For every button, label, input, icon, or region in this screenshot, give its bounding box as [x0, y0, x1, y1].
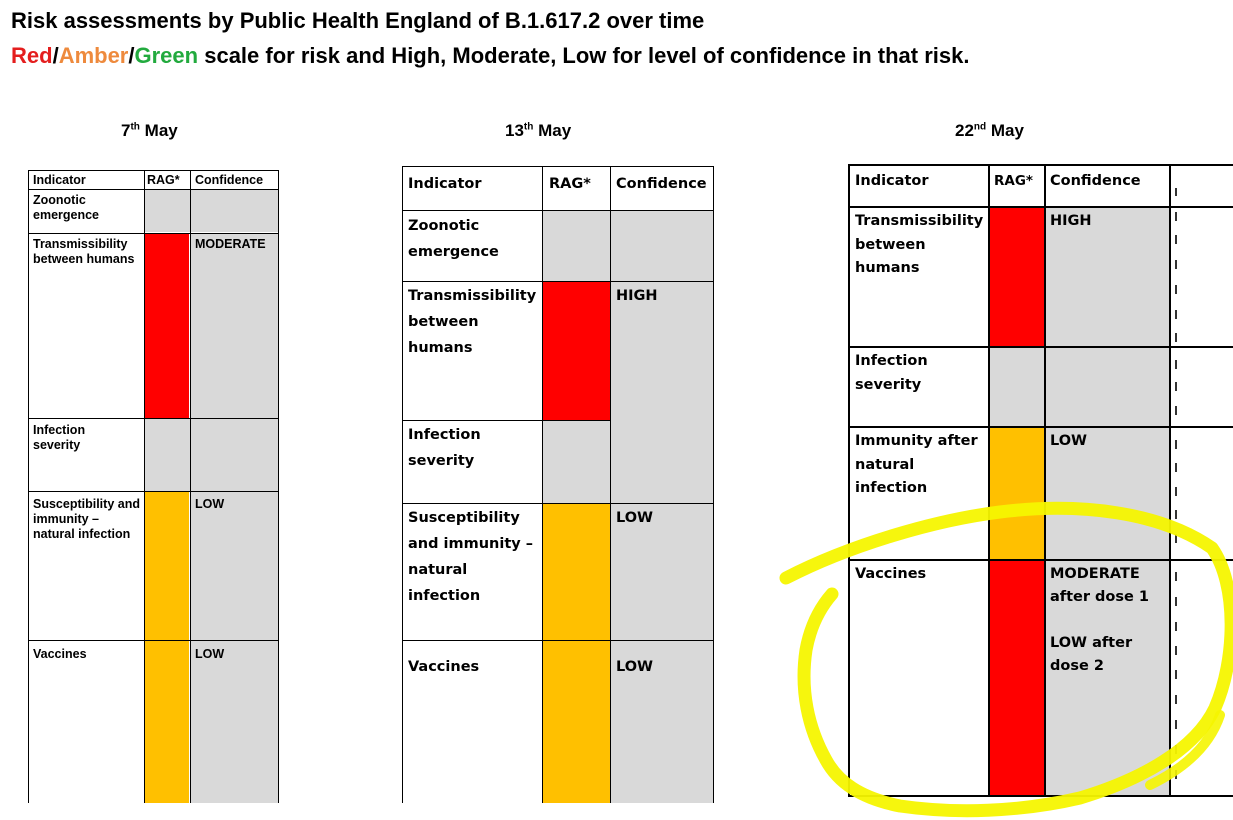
rag-cell [543, 504, 610, 803]
table-rule [1169, 164, 1171, 797]
table-rule [848, 426, 1233, 428]
indicator-label: Susceptibility and immunity – natural in… [408, 510, 534, 604]
table-cell [190, 234, 278, 418]
column-header-rag: RAG* [549, 176, 591, 192]
table-cell [610, 504, 713, 803]
table-cell [144, 190, 190, 232]
legend-description: scale for risk and High, Moderate, Low f… [204, 43, 970, 68]
table-rule [713, 166, 714, 803]
table-rule [610, 166, 611, 803]
table-cell [1045, 208, 1169, 346]
date-13-may: 13th May [505, 121, 572, 140]
rag-cell [145, 641, 189, 803]
legend-red: Red [11, 43, 53, 68]
table-rule [28, 640, 279, 641]
table-rule [402, 420, 610, 421]
table-rule [28, 233, 279, 234]
date-7-may: 7th May [121, 121, 178, 140]
truncated-column-edge [1175, 188, 1177, 779]
table-rule [190, 170, 191, 803]
date-22-may: 22nd May [955, 121, 1024, 140]
confidence-value: LOW [1050, 433, 1088, 449]
legend-amber: Amber [58, 43, 129, 68]
column-header-rag: RAG* [994, 173, 1033, 189]
indicator-label: Vaccines [855, 566, 927, 582]
table-rule [278, 170, 279, 803]
table-rule [848, 206, 1233, 208]
table-rule [402, 503, 714, 504]
table-rule [1044, 164, 1046, 797]
table-rule [542, 166, 543, 803]
table-rule [402, 640, 714, 641]
table-rule [402, 210, 714, 211]
indicator-label: Infection severity [408, 427, 481, 469]
confidence-value: MODERATE after dose 1 LOW after dose 2 [1050, 566, 1150, 674]
indicator-label: Transmissibility between humans [33, 237, 135, 266]
table-rule [988, 164, 990, 797]
column-header-confidence: Confidence [1050, 173, 1141, 189]
table-rule [402, 281, 714, 282]
confidence-value: LOW [616, 659, 654, 675]
indicator-label: Infection severity [33, 423, 86, 452]
column-header-rag: RAG* [147, 173, 180, 187]
table-cell [610, 282, 713, 503]
indicator-label: Zoonotic emergence [408, 218, 499, 260]
table-cell [610, 211, 713, 281]
table-rule [28, 418, 279, 419]
indicator-label: Zoonotic emergence [33, 193, 100, 222]
table-rule [28, 170, 29, 803]
table-rule [28, 491, 279, 492]
table-cell [144, 419, 190, 491]
table-rule [848, 164, 1233, 166]
table-cell [190, 641, 278, 803]
column-header-indicator: Indicator [33, 173, 86, 187]
indicator-label: Immunity after natural infection [855, 433, 978, 496]
indicator-label: Transmissibility between humans [408, 288, 537, 356]
indicator-label: Vaccines [33, 647, 87, 661]
table-cell [1045, 348, 1169, 426]
table-rule [402, 166, 714, 167]
column-header-confidence: Confidence [616, 176, 707, 192]
indicator-label: Vaccines [408, 659, 480, 675]
indicator-label: Transmissibility between humans [855, 213, 984, 276]
rag-cell [145, 234, 189, 418]
page-title: Risk assessments by Public Health Englan… [11, 8, 705, 33]
table-cell [990, 348, 1045, 426]
column-header-indicator: Indicator [408, 176, 482, 192]
table-rule [144, 170, 145, 803]
column-header-indicator: Indicator [855, 173, 929, 189]
indicator-label: Susceptibility and immunity – natural in… [33, 497, 140, 541]
rag-cell [990, 208, 1044, 346]
table-cell [542, 211, 610, 281]
confidence-value: HIGH [1050, 213, 1092, 229]
legend-green: Green [134, 43, 199, 68]
confidence-value: LOW [195, 497, 225, 511]
table-rule [848, 346, 1233, 348]
table-rule [402, 166, 403, 803]
confidence-value: LOW [616, 510, 654, 526]
indicator-label: Infection severity [855, 353, 928, 393]
confidence-value: HIGH [616, 288, 658, 304]
table-cell [190, 492, 278, 640]
rag-cell [145, 492, 189, 640]
legend-slash-1: / [52, 43, 59, 68]
legend-slash-2: / [128, 43, 135, 68]
confidence-value: MODERATE [195, 237, 266, 251]
table-rule [28, 189, 279, 190]
table-rule [28, 170, 279, 171]
table-cell [190, 419, 278, 491]
rag-scale-legend: Red/Amber/Green scale for risk and High,… [11, 43, 970, 69]
rag-cell [543, 282, 610, 420]
table-cell [190, 190, 278, 232]
table-cell [542, 420, 610, 503]
column-header-confidence: Confidence [195, 173, 264, 187]
rag-cell [990, 561, 1044, 795]
rag-cell [990, 428, 1044, 559]
confidence-value: LOW [195, 647, 225, 661]
table-rule [848, 164, 850, 797]
